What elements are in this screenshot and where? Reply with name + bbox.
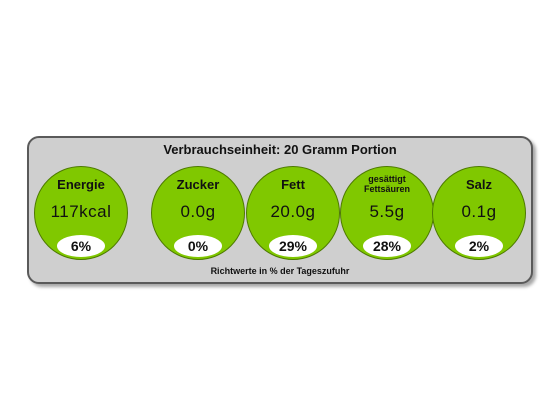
nutrient-name-line1: gesättigt (368, 174, 406, 184)
nutrient-circle-saturated-fat: gesättigt Fettsäuren 5.5g 28% (340, 166, 434, 260)
nutrient-percent: 2% (455, 235, 503, 257)
nutrient-value: 0.0g (180, 202, 216, 221)
nutrient-circle-salz: Salz 0.1g 2% (432, 166, 526, 260)
nutrient-percent: 28% (363, 235, 411, 257)
nutrient-percent: 6% (57, 235, 105, 257)
nutrient-name: Fett (281, 177, 305, 192)
serving-size-title: Verbrauchseinheit: 20 Gramm Portion (163, 142, 397, 157)
nutrient-circle-zucker: Zucker 0.0g 0% (151, 166, 245, 260)
nutrient-percent: 0% (174, 235, 222, 257)
nutrient-name: Salz (465, 177, 492, 192)
nutrient-value: 20.0g (270, 202, 316, 221)
nutrient-circle-fett: Fett 20.0g 29% (246, 166, 340, 260)
nutrient-name: Energie (57, 177, 105, 192)
nutrient-percent: 29% (269, 235, 317, 257)
nutrient-name: Zucker (176, 177, 220, 192)
nutrient-circle-energie: Energie 117kcal 6% (34, 166, 128, 260)
nutrient-value: 117kcal (50, 202, 112, 221)
nutrient-name: gesättigt Fettsäuren (341, 174, 433, 194)
daily-value-footnote: Richtwerte in % der Tageszufuhr (210, 266, 350, 276)
nutrient-value: 0.1g (461, 202, 497, 221)
nutrient-name-line2: Fettsäuren (363, 184, 410, 194)
nutrient-value: 5.5g (369, 202, 405, 221)
